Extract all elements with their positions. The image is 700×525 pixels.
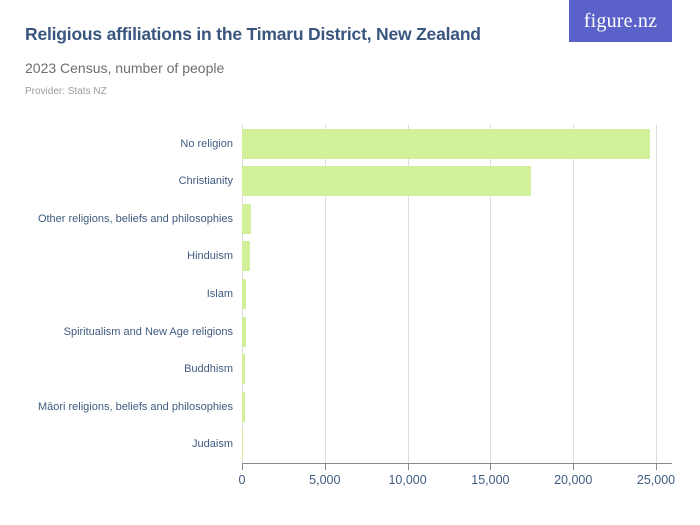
x-tick <box>242 463 243 470</box>
category-label: Buddhism <box>184 363 233 376</box>
page-subtitle: 2023 Census, number of people <box>25 60 225 76</box>
gridline-20,000 <box>573 125 575 463</box>
bar-other-religions-beliefs-and-philosophies <box>242 203 252 234</box>
x-tick-label: 15,000 <box>471 473 510 487</box>
x-tick <box>324 463 326 470</box>
bar-islam <box>242 279 246 309</box>
x-tick <box>490 463 492 470</box>
bar-hinduism <box>242 241 250 272</box>
bar-no-religion <box>242 128 651 159</box>
bar-spiritualism-and-new-age-religions <box>242 316 246 347</box>
category-label: Judaism <box>192 438 233 451</box>
x-tick-label: 20,000 <box>554 473 593 487</box>
category-label: Other religions, beliefs and philosophie… <box>37 212 233 225</box>
x-tick <box>407 463 409 470</box>
category-labels: No religion Christianity Other religions, … <box>0 125 233 463</box>
x-tick-label: 25,000 <box>636 473 676 487</box>
page-title: Religious affiliations in the Timaru Dis… <box>25 24 481 44</box>
x-tick-label: 0 <box>238 473 246 487</box>
x-tick-label: 5,000 <box>309 473 341 487</box>
category-label: Islam <box>206 287 233 300</box>
category-label: Christianity <box>178 175 233 188</box>
category-label: Māori religions, beliefs and philosophie… <box>37 400 233 413</box>
x-tick <box>656 463 657 470</box>
bar-chart-plot-area <box>242 125 672 463</box>
bar-m-ori-religions-beliefs-and-philosophies <box>242 391 245 422</box>
figurenz-logo[interactable]: figure.nz <box>569 0 672 42</box>
category-label: Hinduism <box>187 250 233 263</box>
x-tick <box>573 463 575 470</box>
gridline-10,000 <box>407 125 409 463</box>
provider-text: Provider: Stats NZ <box>25 86 107 97</box>
x-tick-label: 10,000 <box>388 473 427 487</box>
gridline-25,000 <box>656 125 657 463</box>
category-label: No religion <box>180 137 233 150</box>
bar-christianity <box>242 166 531 197</box>
figurenz-logo-text: figure.nz <box>583 9 658 32</box>
bar-buddhism <box>242 354 245 385</box>
gridline-15,000 <box>490 125 492 463</box>
gridline-5,000 <box>324 125 326 463</box>
category-label: Spiritualism and New Age religions <box>63 325 233 338</box>
x-axis-line <box>242 463 672 464</box>
